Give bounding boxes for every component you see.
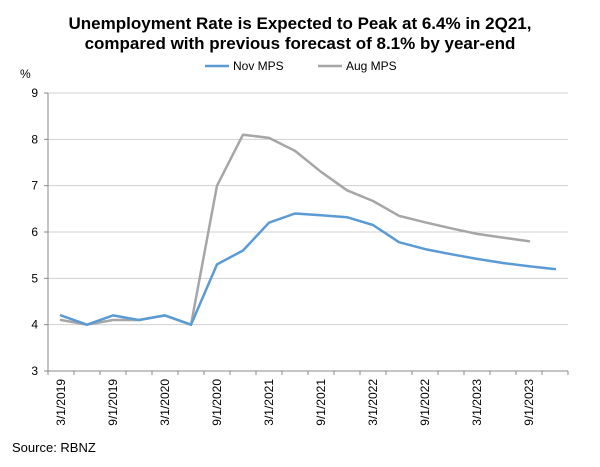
x-tick-label-9-1-2021: 9/1/2021 [314,379,328,426]
x-tick-label-3-1-2023: 3/1/2023 [470,379,484,426]
x-tick-label-9-1-2022: 9/1/2022 [418,379,432,426]
gridlines [48,92,568,326]
y-axis-unit-label: % [20,67,31,81]
y-tick-label-9: 9 [31,86,38,100]
legend-label-nov-mps: Nov MPS [233,59,284,73]
series-line-nov-mps [59,212,557,326]
series-lines [59,133,557,326]
legend: Nov MPS Aug MPS [205,59,397,73]
x-axis-ticks: 3/1/2019 9/1/2019 3/1/2020 9/1/2020 3/1/2021… [47,371,569,426]
x-tick-label-9-1-2020: 9/1/2020 [210,379,224,426]
series-line-aug-mps [59,133,531,326]
x-tick-label-9-1-2023: 9/1/2023 [522,379,536,426]
y-tick-label-4: 4 [31,318,38,332]
chart-title-line-1: Unemployment Rate is Expected to Peak at… [68,14,532,33]
x-tick-label-3-1-2021: 3/1/2021 [262,379,276,426]
chart-title-line-2: compared with previous forecast of 8.1% … [84,34,516,53]
x-tick-label-3-1-2020: 3/1/2020 [158,379,172,426]
y-tick-label-5: 5 [31,271,38,285]
y-axis-ticks: 3 4 5 6 7 8 9 [31,86,48,378]
y-tick-label-3: 3 [31,364,38,378]
x-tick-label-9-1-2019: 9/1/2019 [106,379,120,426]
source-note: Source: RBNZ [12,440,96,455]
y-tick-label-8: 8 [31,132,38,146]
y-tick-label-7: 7 [31,179,38,193]
y-tick-label-6: 6 [31,225,38,239]
chart-title: Unemployment Rate is Expected to Peak at… [0,14,600,54]
x-tick-label-3-1-2022: 3/1/2022 [366,379,380,426]
legend-label-aug-mps: Aug MPS [346,59,397,73]
x-tick-label-3-1-2019: 3/1/2019 [54,379,68,426]
